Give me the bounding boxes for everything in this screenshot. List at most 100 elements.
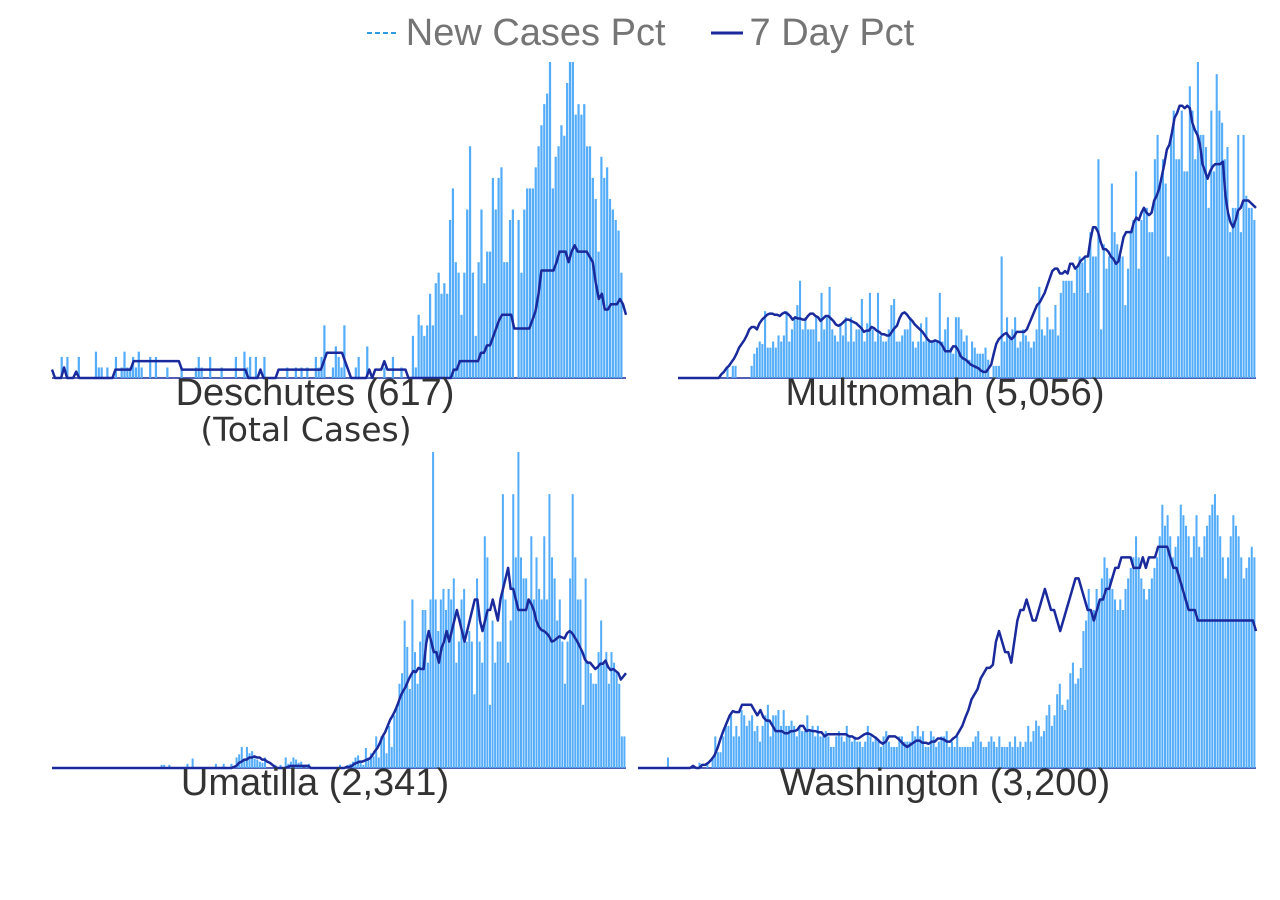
- bar-new-cases: [230, 763, 233, 768]
- bar-new-cases: [737, 736, 740, 768]
- bar-new-cases: [1111, 588, 1114, 768]
- bar-new-cases: [1171, 557, 1174, 768]
- bar-new-cases: [1232, 515, 1235, 768]
- bar-new-cases: [1161, 159, 1165, 378]
- bar-new-cases: [1014, 317, 1017, 378]
- bar-new-cases: [234, 356, 237, 378]
- bar-new-cases: [577, 104, 580, 378]
- bar-new-cases: [1177, 536, 1180, 768]
- bar-new-cases: [395, 707, 398, 768]
- bar-new-cases: [481, 662, 484, 768]
- bar-new-cases: [426, 325, 429, 378]
- bar-new-cases: [258, 761, 261, 768]
- bar-new-cases: [1169, 536, 1172, 768]
- bar-new-cases: [331, 367, 335, 378]
- bar-new-cases: [613, 662, 616, 768]
- bar-new-cases: [1234, 525, 1238, 768]
- bar-new-cases: [1218, 110, 1221, 379]
- bar-new-cases: [1213, 494, 1216, 768]
- bar-new-cases: [1179, 504, 1182, 768]
- bar-new-cases: [819, 736, 822, 768]
- bar-new-cases: [824, 731, 827, 768]
- bar-new-cases: [1219, 536, 1222, 768]
- bar-new-cases: [1032, 341, 1035, 378]
- bar-new-cases: [209, 356, 212, 378]
- bar-new-cases: [1100, 329, 1103, 378]
- bar-new-cases: [885, 731, 888, 768]
- bar-new-cases: [755, 347, 759, 378]
- bar-new-cases: [890, 746, 893, 768]
- bar-new-cases: [1011, 329, 1014, 378]
- bar-new-cases: [1192, 536, 1195, 768]
- bar-new-cases: [820, 292, 823, 378]
- bar-new-cases: [974, 736, 977, 768]
- bar-new-cases: [990, 736, 993, 768]
- panel-washington: [638, 494, 1258, 770]
- bar-new-cases: [1077, 678, 1080, 768]
- bar-new-cases: [1079, 667, 1082, 768]
- bar-new-cases: [1022, 329, 1025, 378]
- bar-new-cases: [948, 746, 951, 768]
- bar-new-cases: [557, 146, 560, 378]
- bar-new-cases: [1089, 232, 1092, 378]
- bar-new-cases: [491, 620, 494, 768]
- bar-new-cases: [941, 341, 944, 378]
- bar-new-cases: [872, 741, 875, 768]
- bar-new-cases: [571, 62, 574, 378]
- bar-new-cases: [976, 353, 979, 378]
- bar-new-cases: [620, 272, 623, 378]
- bar-new-cases: [698, 762, 701, 768]
- bar-new-cases: [154, 356, 158, 378]
- bar-new-cases: [1151, 232, 1154, 378]
- bar-new-cases: [1164, 183, 1167, 378]
- bar-new-cases: [716, 752, 719, 768]
- legend-item-seven-day[interactable]: 7 Day Pct: [710, 12, 914, 55]
- bar-new-cases: [1016, 347, 1019, 378]
- bar-new-cases: [398, 683, 401, 768]
- bar-new-cases: [1062, 280, 1065, 378]
- bar-new-cases: [180, 367, 183, 378]
- bar-new-cases: [1113, 599, 1117, 768]
- chart-legend: New Cases Pct 7 Day Pct: [0, 10, 1280, 56]
- bar-new-cases: [758, 741, 762, 768]
- bar-new-cases: [782, 335, 785, 378]
- bar-new-cases: [832, 746, 835, 768]
- bar-new-cases: [551, 557, 554, 768]
- bar-new-cases: [908, 741, 911, 768]
- legend-item-new-cases[interactable]: New Cases Pct: [366, 12, 666, 55]
- bar-new-cases: [1158, 536, 1161, 768]
- bar-new-cases: [724, 725, 727, 768]
- bar-new-cases: [295, 759, 298, 768]
- bar-new-cases: [476, 578, 479, 768]
- bar-new-cases: [1183, 171, 1186, 378]
- bar-new-cases: [868, 292, 871, 378]
- bar-new-cases: [140, 367, 143, 378]
- bar-new-cases: [987, 741, 990, 768]
- bar-new-cases: [406, 646, 409, 768]
- bar-new-cases: [844, 317, 847, 378]
- bar-new-cases: [1116, 244, 1119, 378]
- bar-new-cases: [137, 351, 140, 378]
- bar-new-cases: [772, 341, 775, 378]
- bar-new-cases: [610, 652, 613, 768]
- bar-new-cases: [1024, 741, 1027, 768]
- bar-new-cases: [486, 557, 489, 768]
- bar-new-cases: [1135, 536, 1138, 768]
- bar-new-cases: [769, 347, 772, 378]
- bar-new-cases: [1237, 536, 1240, 768]
- bar-new-cases: [1090, 610, 1093, 768]
- bar-new-cases: [940, 736, 943, 768]
- bar-new-cases: [1106, 567, 1109, 768]
- bar-new-cases: [1212, 171, 1216, 378]
- bar-new-cases: [1124, 305, 1127, 378]
- bar-new-cases: [1027, 725, 1030, 768]
- bar-new-cases: [77, 356, 80, 378]
- bar-new-cases: [856, 741, 859, 768]
- bar-new-cases: [594, 683, 597, 768]
- bar-new-cases: [1234, 207, 1237, 378]
- bar-new-cases: [877, 741, 880, 768]
- bar-new-cases: [432, 452, 435, 768]
- bar-new-cases: [359, 762, 362, 768]
- bar-new-cases: [761, 343, 764, 378]
- bar-new-cases: [1169, 134, 1173, 378]
